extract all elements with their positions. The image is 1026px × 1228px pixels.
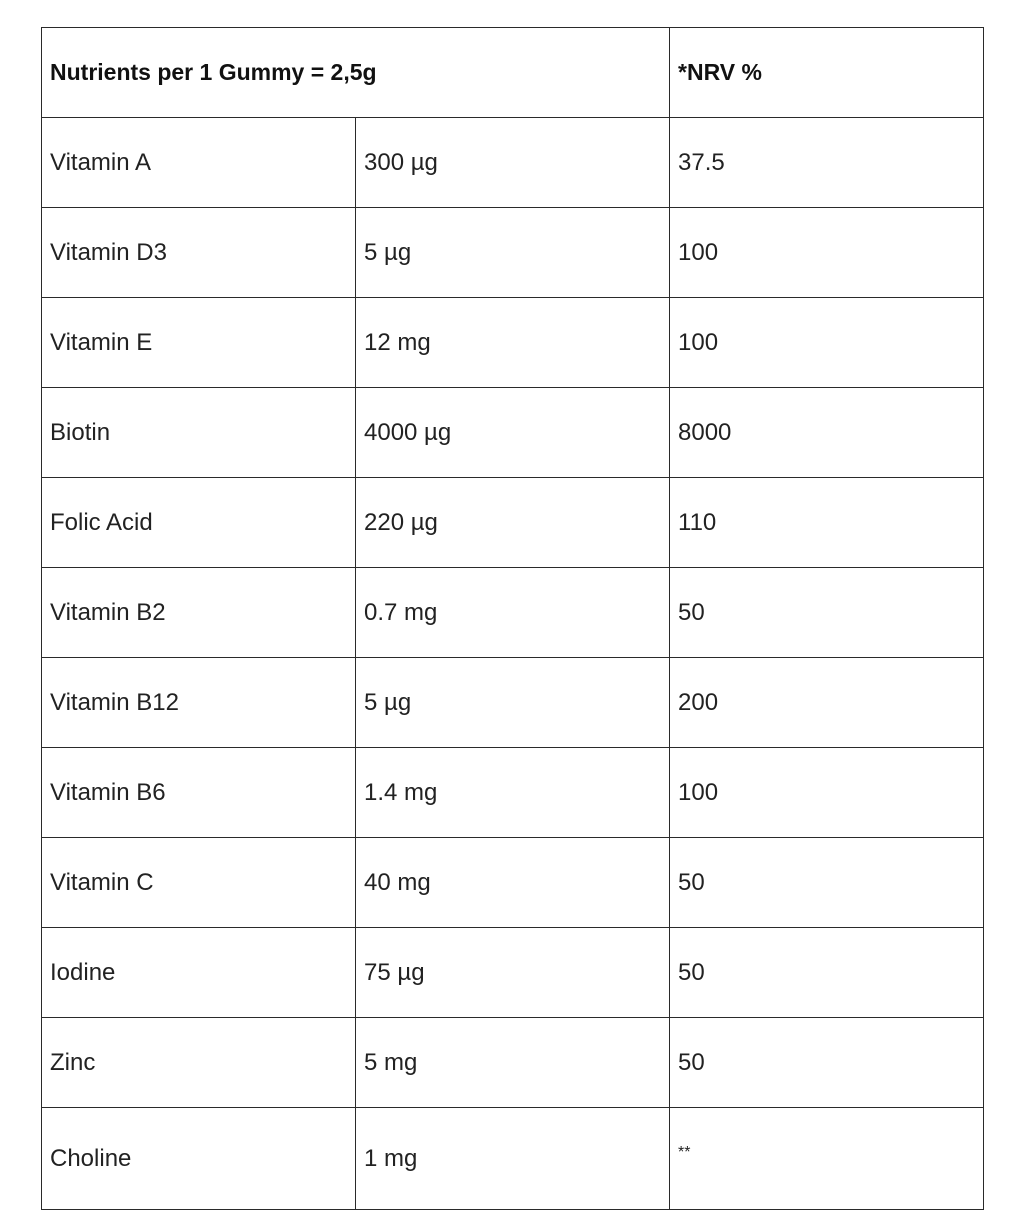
- table-row: Vitamin C 40 mg 50: [41, 837, 985, 928]
- cell-amount: 5 mg: [354, 1017, 671, 1108]
- cell-amount: 4000 µg: [354, 387, 671, 478]
- cell-amount: 5 µg: [354, 657, 671, 748]
- table-header-row: Nutrients per 1 Gummy = 2,5g *NRV %: [40, 27, 985, 118]
- cell-nrv: **: [669, 1107, 985, 1210]
- cell-nutrient: Vitamin A: [41, 117, 356, 208]
- cell-amount: 5 µg: [354, 207, 671, 298]
- cell-nutrient: Vitamin B12: [41, 657, 356, 748]
- cell-nutrient: Iodine: [41, 927, 356, 1018]
- cell-amount: 12 mg: [354, 297, 671, 388]
- cell-amount: 1.4 mg: [354, 747, 671, 838]
- header-nrv: *NRV %: [669, 27, 985, 118]
- cell-nutrient: Choline: [41, 1107, 356, 1210]
- cell-nrv: 50: [669, 927, 985, 1018]
- table-row: Zinc 5 mg 50: [41, 1017, 985, 1108]
- cell-nrv: 50: [669, 837, 985, 928]
- cell-nutrient: Vitamin C: [41, 837, 356, 928]
- cell-amount: 0.7 mg: [354, 567, 671, 658]
- table-row: Iodine 75 µg 50: [41, 927, 985, 1018]
- table-row: Vitamin B6 1.4 mg 100: [41, 747, 985, 838]
- cell-amount: 75 µg: [354, 927, 671, 1018]
- table-row: Vitamin A 300 µg 37.5: [41, 117, 985, 208]
- table-row: Vitamin B12 5 µg 200: [41, 657, 985, 748]
- table-row: Vitamin E 12 mg 100: [41, 297, 985, 388]
- cell-nrv: 100: [669, 297, 985, 388]
- cell-nutrient: Folic Acid: [41, 477, 356, 568]
- cell-amount: 220 µg: [354, 477, 671, 568]
- cell-nutrient: Vitamin E: [41, 297, 356, 388]
- cell-nutrient: Vitamin B2: [41, 567, 356, 658]
- cell-nutrient: Vitamin D3: [41, 207, 356, 298]
- cell-nutrient: Vitamin B6: [41, 747, 356, 838]
- cell-nrv: 50: [669, 567, 985, 658]
- cell-amount: 1 mg: [354, 1107, 671, 1210]
- cell-nutrient: Zinc: [41, 1017, 356, 1108]
- table-row: Vitamin D3 5 µg 100: [41, 207, 985, 298]
- table-row: Biotin 4000 µg 8000: [41, 387, 985, 478]
- cell-nrv: 200: [669, 657, 985, 748]
- cell-nrv: 100: [669, 747, 985, 838]
- cell-nutrient: Biotin: [41, 387, 356, 478]
- nutrition-table: Nutrients per 1 Gummy = 2,5g *NRV % Vita…: [40, 27, 985, 1210]
- cell-amount: 40 mg: [354, 837, 671, 928]
- cell-nrv: 100: [669, 207, 985, 298]
- table-row: Vitamin B2 0.7 mg 50: [41, 567, 985, 658]
- table-row: Choline 1 mg **: [41, 1107, 985, 1210]
- cell-nrv: 50: [669, 1017, 985, 1108]
- cell-nrv: 37.5: [669, 117, 985, 208]
- table-row: Folic Acid 220 µg 110: [41, 477, 985, 568]
- header-nutrients: Nutrients per 1 Gummy = 2,5g: [40, 27, 671, 118]
- cell-nrv: 110: [669, 477, 985, 568]
- cell-nrv: 8000: [669, 387, 985, 478]
- cell-amount: 300 µg: [354, 117, 671, 208]
